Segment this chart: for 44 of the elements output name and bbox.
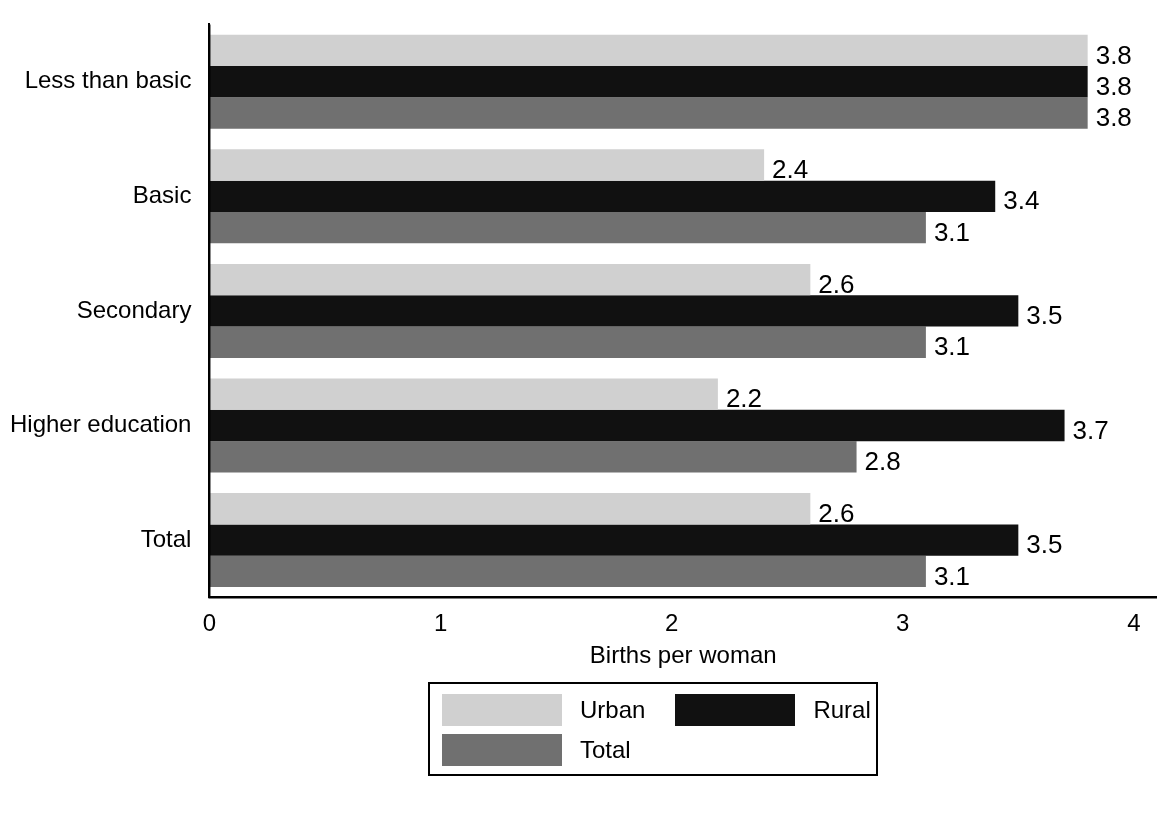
bar [209, 555, 926, 588]
bar [209, 180, 996, 212]
data-label: 3.8 [1095, 39, 1132, 70]
data-label: 2.2 [725, 383, 763, 414]
data-label: 3.4 [1003, 185, 1040, 216]
data-label: 3.5 [1026, 529, 1063, 560]
bar [209, 97, 1088, 129]
x-tick-label: 2 [664, 609, 679, 637]
data-label: 3.1 [933, 331, 971, 362]
data-label: 2.8 [864, 446, 901, 476]
x-axis-title: Births per woman [589, 641, 777, 669]
bar [209, 263, 811, 296]
x-tick-label: 1 [433, 609, 448, 637]
x-tick-label: 4 [1127, 609, 1141, 637]
data-label: 2.6 [818, 497, 855, 528]
data-label: 3.5 [1026, 300, 1063, 331]
legend-label: Total [580, 736, 631, 764]
bar [209, 295, 1019, 327]
data-label: 2.6 [818, 268, 855, 299]
bar [209, 326, 926, 358]
y-tick-label: Higher education [10, 410, 192, 438]
bar [209, 409, 1065, 442]
data-label: 2.4 [772, 154, 809, 185]
bar [209, 441, 857, 473]
y-tick-label: Basic [132, 180, 192, 208]
bar [209, 211, 926, 244]
bar [209, 34, 1088, 67]
bar [209, 66, 1088, 98]
data-label: 3.1 [933, 216, 971, 247]
x-tick-label: 3 [896, 609, 910, 637]
y-tick-label: Less than basic [24, 66, 192, 94]
y-tick-label: Total [140, 524, 192, 552]
data-label: 3.1 [933, 560, 971, 591]
x-tick-label: 0 [202, 609, 217, 637]
bar [209, 149, 765, 181]
bar [209, 378, 718, 410]
data-label: 3.8 [1095, 102, 1132, 133]
bar [209, 524, 1019, 556]
data-label: 3.7 [1072, 414, 1109, 445]
y-tick-label: Secondary [76, 295, 192, 323]
legend-label: Rural [813, 696, 871, 724]
legend-label: Urban [580, 696, 646, 724]
bar [209, 493, 811, 525]
data-label: 3.8 [1095, 70, 1132, 101]
